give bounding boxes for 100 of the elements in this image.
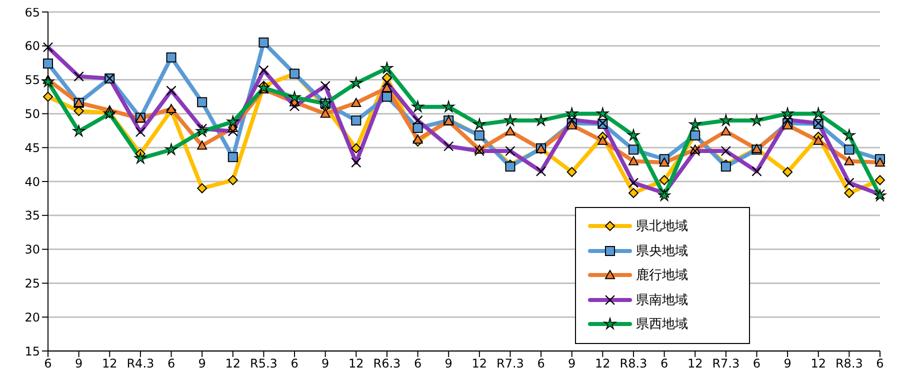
y-tick-label: 40 (24, 174, 40, 189)
point (351, 115, 362, 126)
point (226, 115, 239, 128)
point (42, 75, 54, 88)
x-tick-label: 9 (444, 356, 452, 371)
legend-label: 県西地域 (636, 316, 688, 334)
point (165, 143, 178, 155)
point (844, 156, 854, 166)
point (43, 92, 53, 102)
y-tick-label: 60 (24, 39, 40, 54)
y-tick-label: 55 (24, 73, 40, 88)
point (566, 107, 578, 119)
point (534, 114, 548, 126)
x-tick-label: 6 (290, 356, 298, 371)
point (875, 175, 885, 186)
x-tick-label: 6 (876, 356, 884, 371)
point (288, 91, 301, 103)
point (72, 124, 85, 137)
x-tick-label: R8.3 (835, 356, 863, 371)
x-tick-label: 6 (44, 356, 52, 371)
point (197, 97, 208, 108)
point (134, 152, 147, 164)
legend-label: 県北地域 (636, 218, 688, 236)
point (504, 114, 516, 126)
point (596, 107, 609, 119)
x-tick-label: R8.3 (620, 356, 648, 371)
x-tick-label: R5.3 (250, 356, 278, 371)
y-tick-label: 15 (24, 344, 40, 358)
point (659, 175, 670, 186)
point (628, 188, 638, 198)
x-tick-label: R7.3 (496, 356, 524, 371)
point (442, 100, 455, 112)
point (628, 156, 638, 166)
point (351, 143, 362, 154)
point (598, 136, 608, 145)
x-tick-label: 6 (537, 356, 545, 371)
point (197, 183, 208, 194)
point (843, 128, 856, 141)
x-tick-label: 9 (322, 356, 330, 371)
point (720, 114, 732, 126)
point (689, 118, 702, 130)
x-tick-label: 6 (414, 356, 422, 371)
y-tick-label: 50 (24, 106, 40, 121)
point (382, 82, 392, 92)
x-tick-label: 9 (74, 356, 83, 371)
point (844, 188, 854, 198)
legend-label: 鹿行地域 (636, 267, 688, 284)
point (412, 122, 423, 133)
point (813, 136, 824, 145)
x-tick-label: R4.3 (126, 356, 154, 371)
point (659, 158, 670, 167)
point (505, 126, 516, 136)
y-tick-label: 20 (24, 310, 40, 324)
point (351, 98, 362, 107)
point (720, 126, 731, 136)
x-tick-label: 12 (595, 356, 610, 371)
point (505, 162, 516, 172)
point (228, 152, 238, 162)
point (875, 158, 885, 167)
x-tick-label: 6 (752, 356, 761, 371)
point (258, 38, 269, 48)
point (473, 118, 486, 130)
point (844, 144, 854, 155)
x-tick-label: 12 (687, 356, 703, 371)
x-tick-label: 9 (198, 356, 206, 371)
x-tick-label: 12 (225, 356, 241, 371)
legend-label: 県央地域 (636, 242, 688, 260)
point (412, 100, 424, 112)
point (196, 124, 208, 137)
point (627, 128, 640, 141)
point (380, 62, 394, 74)
point (382, 92, 392, 102)
x-tick-label: R7.3 (712, 356, 740, 371)
y-tick-label: 25 (24, 276, 40, 290)
point (228, 175, 238, 186)
point (720, 162, 731, 172)
point (812, 107, 824, 119)
y-tick-label: 35 (24, 208, 40, 223)
x-tick-label: 12 (472, 356, 488, 371)
x-tick-label: R6.3 (373, 356, 401, 371)
x-tick-label: 9 (784, 356, 792, 371)
point (628, 144, 638, 155)
x-tick-label: 12 (810, 356, 826, 371)
x-tick-label: 6 (167, 356, 176, 371)
x-tick-label: 9 (568, 356, 576, 371)
y-tick-label: 45 (24, 140, 40, 155)
x-tick-label: 12 (102, 356, 118, 371)
point (658, 189, 670, 201)
point (197, 140, 208, 150)
point (43, 58, 53, 69)
point (750, 114, 763, 126)
x-tick-label: 6 (660, 356, 668, 371)
point (566, 167, 577, 178)
legend-label: 県南地域 (636, 292, 688, 309)
point (782, 167, 793, 178)
y-tick-label: 30 (24, 242, 40, 257)
point (166, 52, 176, 62)
point (350, 76, 362, 88)
point (412, 134, 423, 144)
point (781, 107, 794, 119)
